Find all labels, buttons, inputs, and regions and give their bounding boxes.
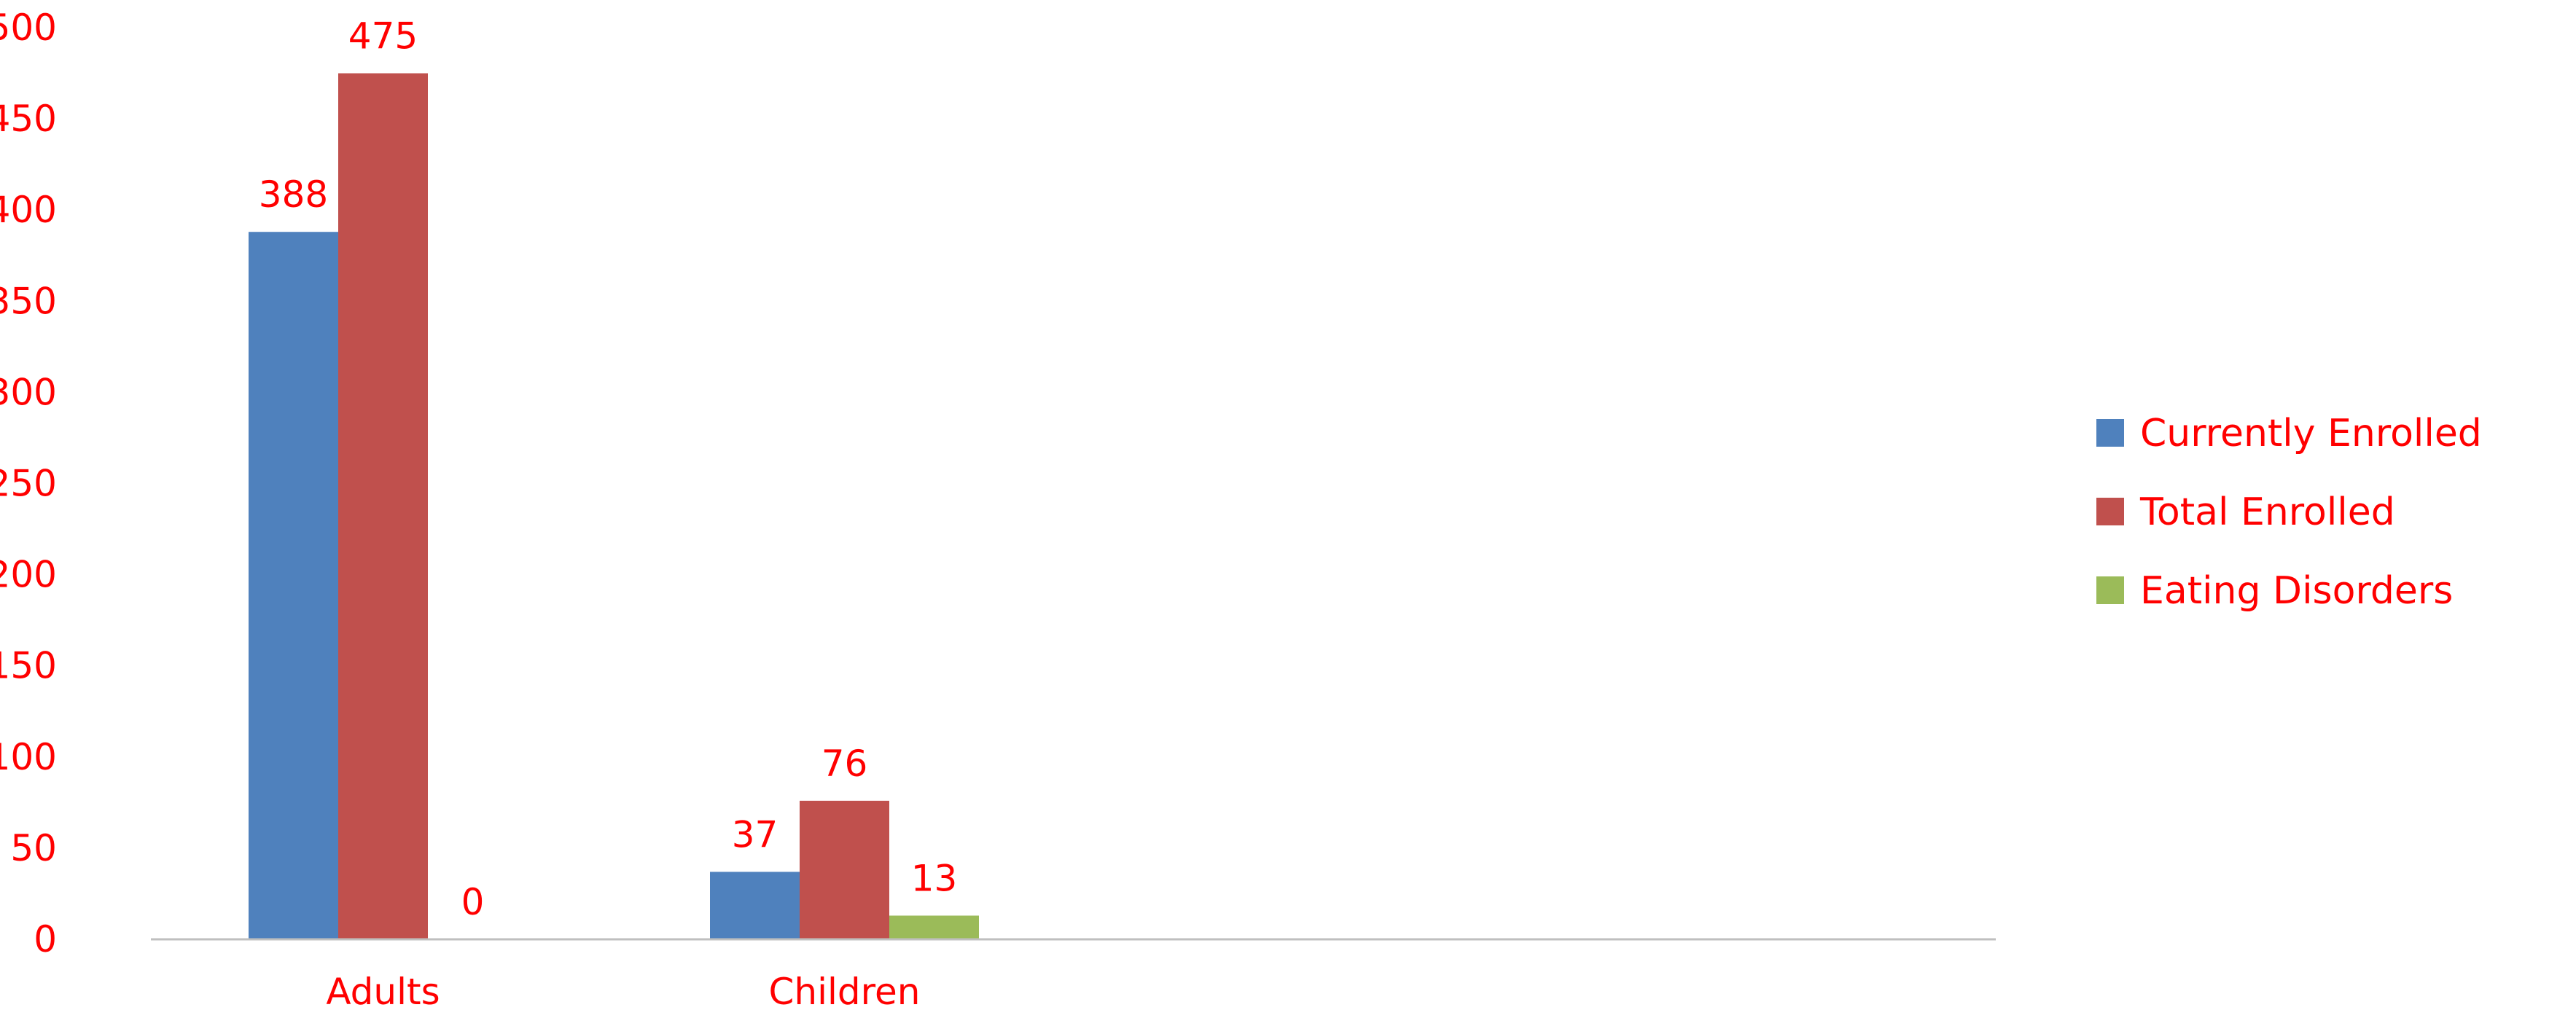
data-label: 37: [732, 813, 778, 856]
x-axis: Adults Children: [326, 971, 920, 1010]
y-tick-label: 400: [0, 189, 57, 231]
y-tick-label: 50: [10, 827, 57, 869]
legend-label: Total Enrolled: [2139, 490, 2395, 534]
legend-label: Currently Enrolled: [2140, 412, 2482, 455]
data-label: 475: [348, 15, 418, 58]
x-tick-label: Children: [768, 971, 920, 1010]
legend-swatch: [2096, 498, 2124, 525]
legend-swatch: [2096, 419, 2124, 447]
x-tick-label: Adults: [326, 971, 440, 1010]
y-tick-label: 450: [0, 98, 57, 140]
legend-label: Eating Disorders: [2140, 569, 2453, 613]
legend-swatch: [2096, 576, 2124, 604]
bar-total-enrolled-adults: [338, 73, 428, 939]
data-label: 76: [821, 743, 868, 785]
y-tick-label: 200: [0, 554, 57, 596]
y-tick-label: 150: [0, 645, 57, 687]
bar-currently-enrolled-adults: [249, 232, 338, 939]
y-tick-label: 500: [0, 7, 57, 49]
data-labels-group: 388 475 0 37 76 13: [259, 15, 958, 923]
y-tick-label: 0: [34, 918, 57, 960]
legend: Currently Enrolled Total Enrolled Eating D…: [2096, 412, 2482, 613]
bar-eating-disorders-children: [889, 915, 979, 939]
y-tick-label: 300: [0, 371, 57, 413]
data-label: 0: [461, 881, 485, 923]
y-tick-label: 100: [0, 736, 57, 778]
data-label: 13: [911, 857, 958, 899]
bar-total-enrolled-children: [800, 800, 889, 939]
y-tick-label: 250: [0, 463, 57, 505]
y-axis: 0 50 100 150 200 250 300 350 400 450 500: [0, 7, 57, 960]
bar-currently-enrolled-children: [710, 872, 800, 939]
data-label: 388: [259, 173, 328, 216]
y-tick-label: 350: [0, 280, 57, 322]
bars-group: [249, 73, 979, 939]
